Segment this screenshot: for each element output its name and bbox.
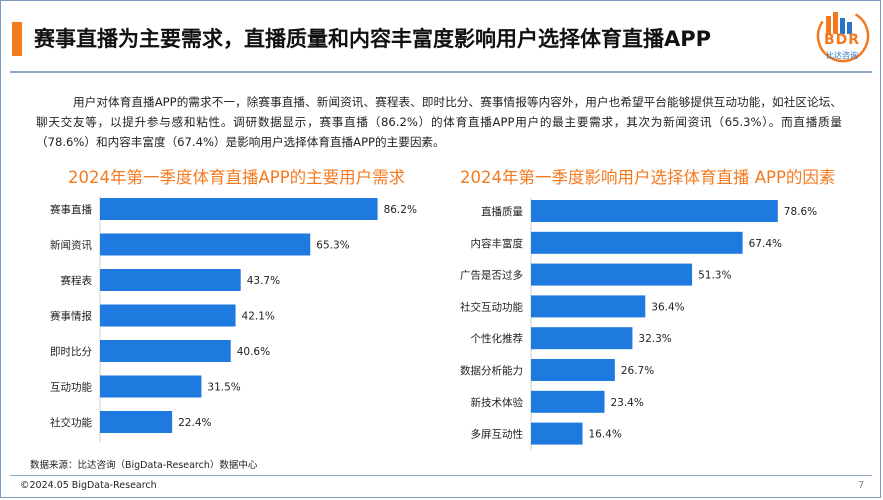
value-label: 26.7%: [621, 365, 654, 377]
category-label: 社交功能: [50, 416, 92, 429]
bar: [100, 198, 378, 220]
logo-text: BDR: [823, 32, 861, 48]
value-label: 16.4%: [588, 429, 621, 441]
bdr-logo-icon: [816, 9, 870, 63]
value-label: 65.3%: [316, 240, 349, 252]
value-label: 51.3%: [698, 270, 731, 282]
footer-divider: [10, 475, 872, 476]
category-label: 个性化推荐: [471, 332, 524, 345]
value-label: 40.6%: [237, 346, 270, 358]
value-label: 86.2%: [384, 204, 417, 216]
page-number: 7: [858, 480, 865, 491]
bar: [100, 269, 241, 291]
category-label: 广告是否过多: [460, 269, 523, 282]
category-label: 多屏互动性: [471, 428, 524, 441]
bar: [531, 231, 743, 254]
logo-subtitle: 比达咨询: [826, 51, 858, 60]
slide-title: 赛事直播为主要需求，直播质量和内容丰富度影响用户选择体育直播APP: [34, 27, 712, 51]
bar: [100, 411, 173, 433]
category-label: 赛事直播: [50, 203, 92, 216]
category-label: 互动功能: [50, 381, 92, 394]
bar: [100, 340, 231, 362]
value-label: 36.4%: [651, 301, 684, 313]
title-accent-bar: [12, 22, 22, 56]
chart-left-user-needs: 赛事直播 86.2% 新闻资讯 65.3% 赛程表 43.7% 赛事情报 42.1% 即时比分 4…: [50, 196, 417, 443]
copyright-text: ©2024.05 BigData-Research: [20, 480, 157, 491]
category-label: 新技术体验: [471, 396, 524, 409]
bar: [531, 422, 583, 445]
bar: [531, 359, 615, 381]
value-label: 42.1%: [242, 311, 275, 323]
bar: [100, 304, 236, 327]
title-divider: [10, 71, 872, 73]
intro-paragraph: 用户对体育直播APP的需求不一，除赛事直播、新闻资讯、赛程表、即时比分、赛事情报…: [36, 95, 842, 149]
chart-left-title: 2024年第一季度体育直播APP的主要用户需求: [68, 168, 406, 187]
value-label: 23.4%: [610, 397, 643, 409]
bar: [531, 200, 778, 222]
value-label: 31.5%: [207, 382, 240, 394]
category-label: 内容丰富度: [471, 237, 524, 250]
category-label: 直播质量: [481, 205, 523, 218]
bar: [531, 295, 646, 318]
bar: [100, 233, 311, 256]
category-label: 赛事情报: [50, 310, 92, 323]
category-label: 新闻资讯: [50, 239, 92, 252]
bar: [531, 327, 633, 350]
value-label: 32.3%: [638, 333, 671, 345]
value-label: 78.6%: [784, 206, 817, 218]
bar: [100, 375, 202, 398]
category-label: 即时比分: [50, 345, 92, 358]
bar: [531, 390, 605, 413]
category-label: 社交互动功能: [460, 300, 523, 313]
chart-right-title: 2024年第一季度影响用户选择体育直播 APP的因素: [460, 168, 836, 187]
chart-right-selection-factors: 直播质量 78.6% 内容丰富度 67.4% 广告是否过多 51.3% 社交互动功能 36.4…: [460, 198, 817, 451]
category-label: 数据分析能力: [460, 364, 523, 377]
value-label: 22.4%: [178, 417, 211, 429]
value-label: 67.4%: [749, 238, 782, 250]
value-label: 43.7%: [247, 275, 280, 287]
data-source-note: 数据来源：比达咨询（BigData-Research）数据中心: [30, 460, 258, 471]
category-label: 赛程表: [61, 274, 93, 287]
bar: [531, 263, 693, 286]
